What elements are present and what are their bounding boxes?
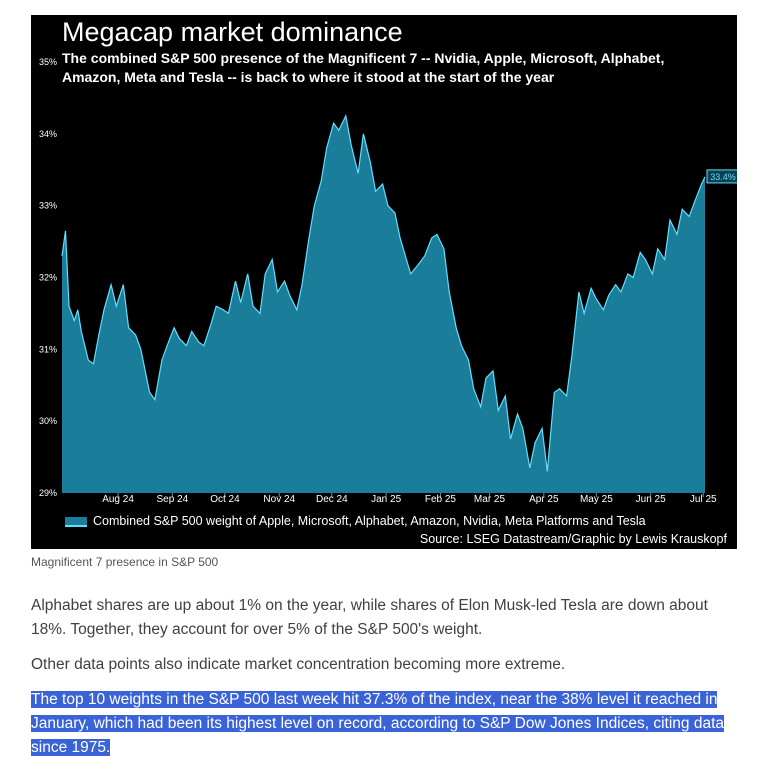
chart-subtitle: The combined S&P 500 presence of the Mag… <box>62 50 665 85</box>
x-tick-label: Mar 25 <box>474 494 506 505</box>
y-tick-label: 32% <box>39 273 57 283</box>
x-tick-label: Jul 25 <box>690 494 717 505</box>
x-tick-label: Jan 25 <box>371 494 401 505</box>
selected-text[interactable]: The top 10 weights in the S&P 500 last w… <box>31 691 725 756</box>
x-tick-label: Oct 24 <box>210 494 240 505</box>
y-tick-label: 35% <box>39 57 57 67</box>
svg-text:33.4%: 33.4% <box>710 172 736 182</box>
chart-plot: 29% 30% 31% 32% 33% 34% 35% Aug 24 Sep 24 Oct 24… <box>39 57 737 505</box>
x-tick-label: Dec 24 <box>316 494 348 505</box>
chart-source: Source: LSEG Datastream/Graphic by Lewis… <box>419 532 727 546</box>
article-paragraph-highlighted: The top 10 weights in the S&P 500 last w… <box>31 688 741 760</box>
x-tick-label: Jun 25 <box>636 494 666 505</box>
article-paragraph: Alphabet shares are up about 1% on the y… <box>31 597 708 638</box>
figure-caption: Magnificent 7 presence in S&P 500 <box>31 555 219 569</box>
x-tick-label: Feb 25 <box>425 494 457 505</box>
legend-swatch <box>65 516 87 527</box>
y-tick-label: 29% <box>39 488 57 498</box>
chart-figure: 29% 30% 31% 32% 33% 34% 35% Aug 24 Sep 24 Oct 24… <box>31 15 737 549</box>
legend-label: Combined S&P 500 weight of Apple, Micros… <box>93 514 646 528</box>
y-tick-label: 30% <box>39 416 57 426</box>
y-tick-label: 31% <box>39 344 57 354</box>
series-area <box>62 115 705 494</box>
article-paragraph: Other data points also indicate market c… <box>31 656 566 673</box>
chart-legend: Combined S&P 500 weight of Apple, Micros… <box>65 514 646 528</box>
x-tick-label: Sep 24 <box>157 494 189 505</box>
x-tick-label: May 25 <box>580 494 613 505</box>
series-line <box>61 114 706 472</box>
last-value-label: 33.4% <box>706 169 737 184</box>
x-tick-label: Apr 25 <box>529 494 559 505</box>
y-tick-label: 33% <box>39 201 57 211</box>
chart-title: Megacap market dominance <box>62 17 403 47</box>
x-tick-label: Nov 24 <box>263 494 295 505</box>
x-tick-label: Aug 24 <box>102 494 134 505</box>
y-tick-label: 34% <box>39 129 57 139</box>
